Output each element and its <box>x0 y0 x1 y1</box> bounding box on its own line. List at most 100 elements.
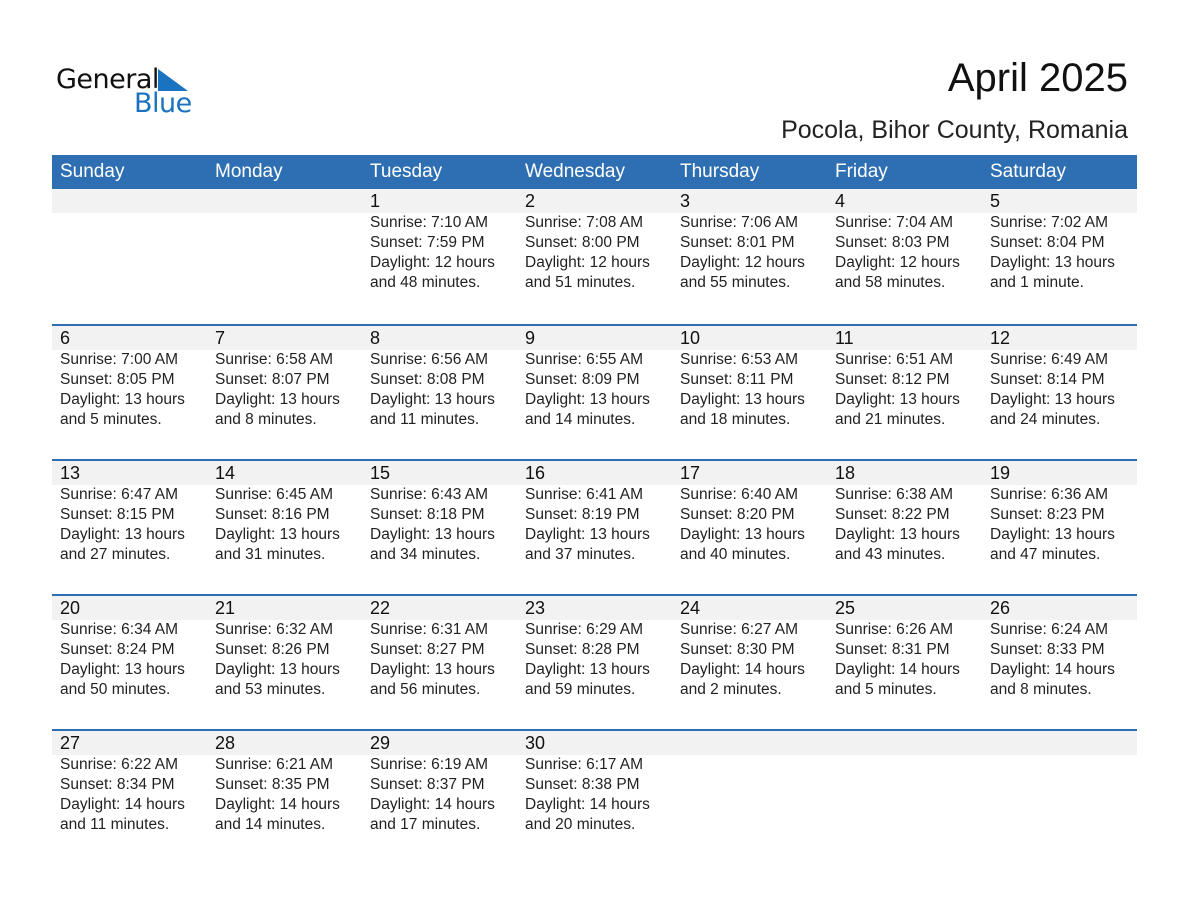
sunrise-text: Sunrise: 6:53 AM <box>680 351 799 368</box>
day-cell: 12 Sunrise: 6:49 AM Sunset: 8:14 PM Dayligh… <box>982 326 1137 430</box>
daylight-text: Daylight: 12 hours <box>680 254 805 271</box>
daylight-text: Daylight: 14 hours <box>215 796 340 813</box>
day-number: 16 <box>525 463 546 483</box>
day-number: 19 <box>990 463 1011 483</box>
logo: General Blue <box>56 64 196 120</box>
daylight-text: Daylight: 13 hours <box>680 526 805 543</box>
daylight-text: Daylight: 12 hours <box>835 254 960 271</box>
day-cell: 1 Sunrise: 7:10 AM Sunset: 7:59 PM Daylight… <box>362 189 517 293</box>
sunset-text: Sunset: 8:37 PM <box>370 776 485 793</box>
daylight-minutes-text: and 56 minutes. <box>370 681 481 698</box>
day-number: 29 <box>370 733 391 753</box>
calendar-grid: Sunday Monday Tuesday Wednesday Thursday Frid… <box>52 155 1137 864</box>
sunrise-text: Sunrise: 6:55 AM <box>525 351 644 368</box>
daylight-minutes-text: and 14 minutes. <box>525 411 636 428</box>
day-number: 9 <box>525 328 536 348</box>
day-number: 13 <box>60 463 81 483</box>
day-cell: 7 Sunrise: 6:58 AM Sunset: 8:07 PM Daylight… <box>207 326 362 430</box>
weekday-thursday: Thursday <box>680 161 760 182</box>
sunrise-text: Sunrise: 7:10 AM <box>370 214 489 231</box>
sunset-text: Sunset: 8:31 PM <box>835 641 950 658</box>
daylight-text: Daylight: 14 hours <box>370 796 495 813</box>
sunset-text: Sunset: 8:11 PM <box>680 371 794 388</box>
day-cell: 29 Sunrise: 6:19 AM Sunset: 8:37 PM Dayligh… <box>362 731 517 835</box>
day-number: 7 <box>215 328 226 348</box>
day-number: 26 <box>990 598 1011 618</box>
date-strip <box>52 731 1137 755</box>
daylight-minutes-text: and 47 minutes. <box>990 546 1101 563</box>
day-cell: 28 Sunrise: 6:21 AM Sunset: 8:35 PM Dayligh… <box>207 731 362 835</box>
week-row: 6 Sunrise: 7:00 AM Sunset: 8:05 PM Daylight… <box>52 324 1137 459</box>
sunrise-text: Sunrise: 6:43 AM <box>370 486 489 503</box>
sunrise-text: Sunrise: 6:49 AM <box>990 351 1109 368</box>
location-subtitle: Pocola, Bihor County, Romania <box>781 116 1128 144</box>
daylight-text: Daylight: 13 hours <box>835 391 960 408</box>
daylight-text: Daylight: 14 hours <box>60 796 185 813</box>
day-cell: 23 Sunrise: 6:29 AM Sunset: 8:28 PM Dayligh… <box>517 596 672 700</box>
week-row: 13 Sunrise: 6:47 AM Sunset: 8:15 PM Dayligh… <box>52 459 1137 594</box>
day-number: 28 <box>215 733 236 753</box>
sunrise-text: Sunrise: 6:41 AM <box>525 486 644 503</box>
sunrise-text: Sunrise: 6:24 AM <box>990 621 1109 638</box>
day-cell: 22 Sunrise: 6:31 AM Sunset: 8:27 PM Dayligh… <box>362 596 517 700</box>
day-number: 25 <box>835 598 856 618</box>
week-row: 27 Sunrise: 6:22 AM Sunset: 8:34 PM Dayligh… <box>52 729 1137 864</box>
daylight-minutes-text: and 20 minutes. <box>525 816 636 833</box>
daylight-text: Daylight: 14 hours <box>990 661 1115 678</box>
daylight-minutes-text: and 51 minutes. <box>525 274 636 291</box>
daylight-text: Daylight: 13 hours <box>370 391 495 408</box>
day-cell: 8 Sunrise: 6:56 AM Sunset: 8:08 PM Daylight… <box>362 326 517 430</box>
logo-triangle-icon <box>158 69 188 91</box>
weekday-tuesday: Tuesday <box>370 161 443 182</box>
day-cell: 10 Sunrise: 6:53 AM Sunset: 8:11 PM Dayligh… <box>672 326 827 430</box>
day-number: 22 <box>370 598 391 618</box>
sunset-text: Sunset: 8:30 PM <box>680 641 795 658</box>
sunset-text: Sunset: 8:35 PM <box>215 776 330 793</box>
daylight-minutes-text: and 31 minutes. <box>215 546 326 563</box>
sunset-text: Sunset: 8:16 PM <box>215 506 330 523</box>
daylight-minutes-text: and 1 minute. <box>990 274 1084 291</box>
sunset-text: Sunset: 8:14 PM <box>990 371 1105 388</box>
daylight-minutes-text: and 18 minutes. <box>680 411 791 428</box>
day-number: 27 <box>60 733 81 753</box>
day-cell: 9 Sunrise: 6:55 AM Sunset: 8:09 PM Daylight… <box>517 326 672 430</box>
daylight-minutes-text: and 59 minutes. <box>525 681 636 698</box>
daylight-minutes-text: and 21 minutes. <box>835 411 946 428</box>
sunset-text: Sunset: 8:27 PM <box>370 641 485 658</box>
sunrise-text: Sunrise: 6:27 AM <box>680 621 799 638</box>
daylight-text: Daylight: 12 hours <box>370 254 495 271</box>
logo-text-general: General <box>56 64 159 95</box>
sunset-text: Sunset: 8:07 PM <box>215 371 330 388</box>
sunset-text: Sunset: 8:01 PM <box>680 234 795 251</box>
daylight-text: Daylight: 13 hours <box>215 661 340 678</box>
sunrise-text: Sunrise: 7:04 AM <box>835 214 954 231</box>
daylight-minutes-text: and 53 minutes. <box>215 681 326 698</box>
day-number: 23 <box>525 598 546 618</box>
day-cell: 6 Sunrise: 7:00 AM Sunset: 8:05 PM Daylight… <box>52 326 207 430</box>
day-cell: 26 Sunrise: 6:24 AM Sunset: 8:33 PM Dayligh… <box>982 596 1137 700</box>
sunset-text: Sunset: 8:04 PM <box>990 234 1105 251</box>
daylight-text: Daylight: 14 hours <box>525 796 650 813</box>
page-title: April 2025 <box>947 56 1128 100</box>
date-strip <box>52 461 1137 485</box>
daylight-minutes-text: and 34 minutes. <box>370 546 481 563</box>
daylight-minutes-text: and 43 minutes. <box>835 546 946 563</box>
sunset-text: Sunset: 8:00 PM <box>525 234 640 251</box>
day-cell: 20 Sunrise: 6:34 AM Sunset: 8:24 PM Dayligh… <box>52 596 207 700</box>
day-number: 11 <box>835 328 854 348</box>
daylight-minutes-text: and 11 minutes. <box>370 411 480 428</box>
daylight-minutes-text: and 40 minutes. <box>680 546 791 563</box>
daylight-text: Daylight: 13 hours <box>215 526 340 543</box>
day-number: 3 <box>680 191 691 211</box>
weekday-header: Sunday Monday Tuesday Wednesday Thursday Frid… <box>52 155 1137 189</box>
day-cell: 13 Sunrise: 6:47 AM Sunset: 8:15 PM Dayligh… <box>52 461 207 565</box>
day-cell: 5 Sunrise: 7:02 AM Sunset: 8:04 PM Daylight… <box>982 189 1137 293</box>
sunrise-text: Sunrise: 6:34 AM <box>60 621 179 638</box>
sunrise-text: Sunrise: 6:38 AM <box>835 486 954 503</box>
day-number: 2 <box>525 191 536 211</box>
daylight-text: Daylight: 13 hours <box>680 391 805 408</box>
day-number: 17 <box>680 463 701 483</box>
sunset-text: Sunset: 8:34 PM <box>60 776 175 793</box>
logo-text-blue: Blue <box>134 88 192 119</box>
date-strip <box>52 596 1137 620</box>
